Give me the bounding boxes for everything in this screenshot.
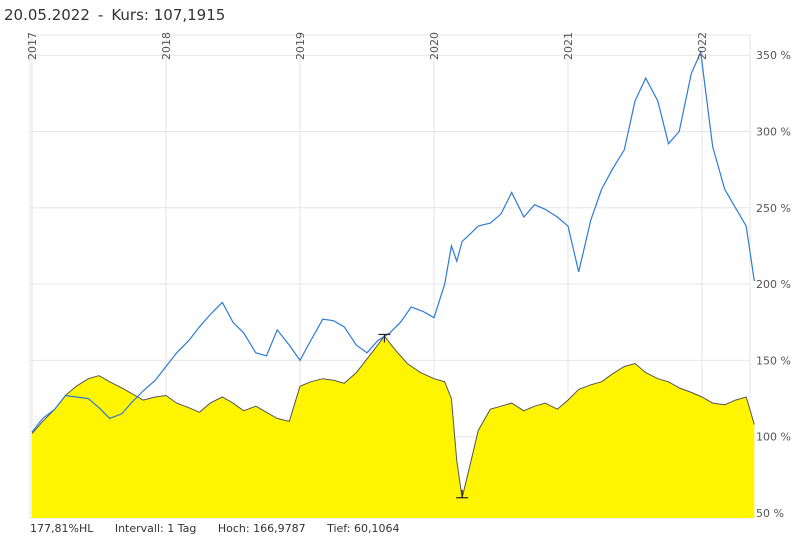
header-kurs-value: 107,1915 <box>153 6 226 24</box>
chart-footer: 177,81%HL Intervall: 1 Tag Hoch: 166,978… <box>30 522 417 535</box>
x-tick-label: 2017 <box>26 32 39 60</box>
footer-tief: Tief: 60,1064 <box>327 522 400 535</box>
y-tick-label: 350 % <box>756 49 791 62</box>
y-tick-label: 250 % <box>756 202 791 215</box>
y-tick-label: 50 % <box>756 507 784 520</box>
y-tick-label: 100 % <box>756 431 791 444</box>
x-tick-label: 2020 <box>428 32 441 60</box>
y-tick-label: 200 % <box>756 278 791 291</box>
axes: 350 % 300 % 250 % 200 % 150 % 100 % 50 % 2017 20… <box>26 32 791 520</box>
compare-series-line <box>31 49 755 433</box>
header-kurs-label: Kurs: <box>111 6 149 24</box>
x-tick-label: 2022 <box>696 32 709 60</box>
header-separator: - <box>97 6 104 24</box>
markers <box>378 333 469 499</box>
header-date: 20.05.2022 <box>4 6 90 24</box>
chart-header: 20.05.2022- Kurs: 107,1915 <box>4 6 225 24</box>
series-layer <box>31 49 755 518</box>
y-tick-label: 150 % <box>756 354 791 367</box>
footer-intervall: Intervall: 1 Tag <box>114 522 197 535</box>
x-tick-label: 2019 <box>294 32 307 60</box>
x-tick-label: 2021 <box>562 32 575 60</box>
footer-hoch: Hoch: 166,9787 <box>217 522 306 535</box>
area-series-line <box>31 335 755 498</box>
area-series-fill <box>32 336 755 518</box>
footer-hl: 177,81%HL <box>30 522 94 535</box>
x-tick-label: 2018 <box>160 32 173 60</box>
y-tick-label: 300 % <box>756 126 791 139</box>
